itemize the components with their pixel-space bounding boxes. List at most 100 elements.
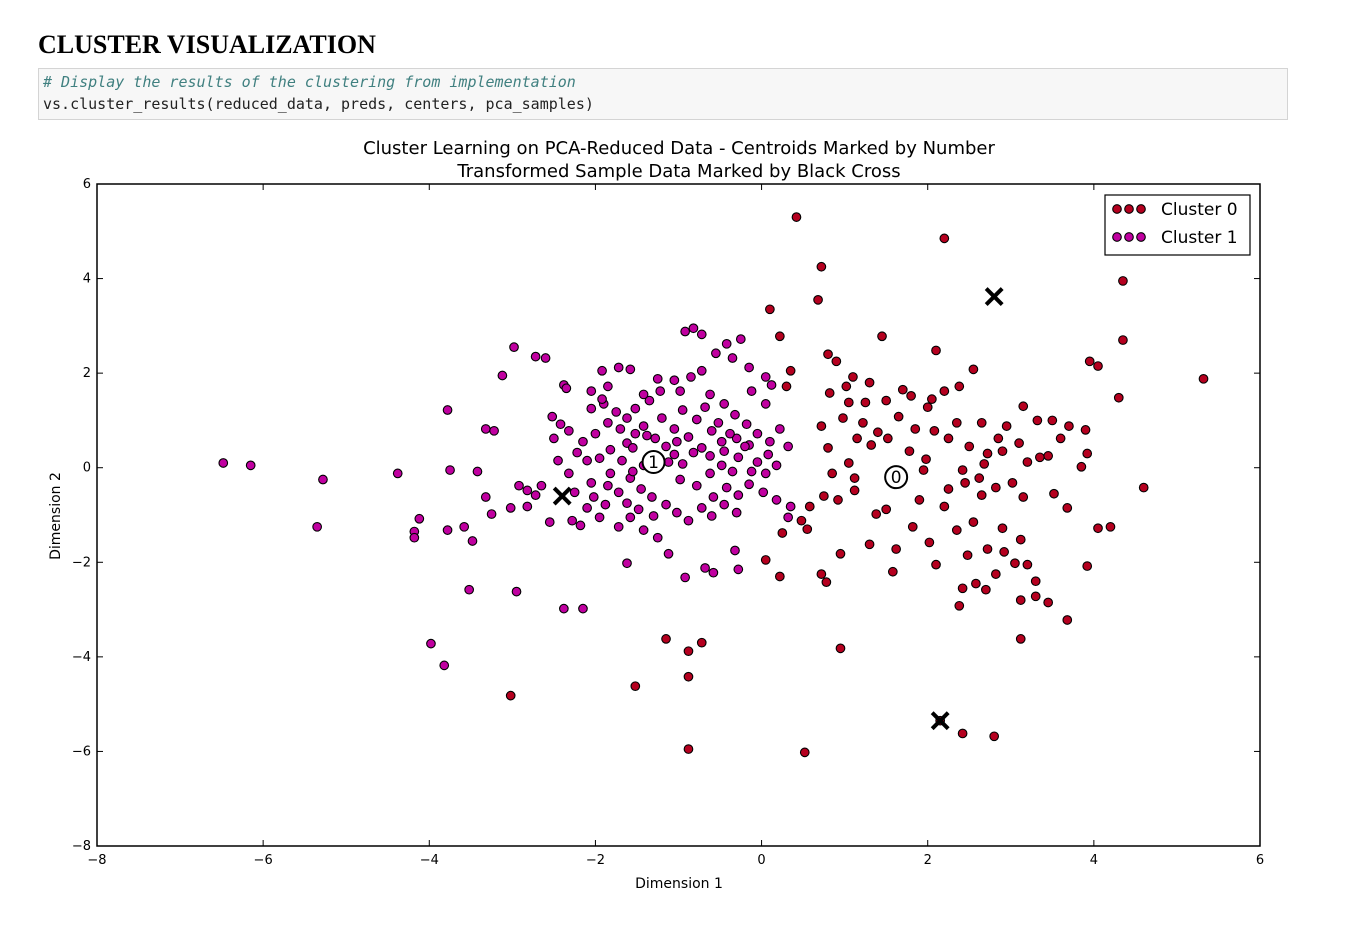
data-point: [661, 634, 671, 644]
data-point: [979, 459, 990, 469]
data-point: [708, 567, 719, 578]
data-point: [696, 329, 707, 340]
data-point: [312, 521, 322, 532]
data-point: [622, 498, 632, 509]
data-point: [464, 584, 475, 595]
data-point: [1007, 477, 1018, 488]
data-point: [563, 468, 574, 479]
data-point: [1018, 401, 1029, 412]
data-point: [1084, 356, 1095, 367]
data-point: [696, 503, 707, 513]
data-point: [1062, 503, 1073, 513]
data-point: [1080, 425, 1091, 435]
data-point: [582, 503, 592, 513]
data-point: [1010, 558, 1020, 569]
data-point: [625, 364, 636, 375]
sample-cross-stroke: [930, 711, 950, 731]
data-point: [1014, 438, 1024, 448]
data-point: [943, 484, 954, 494]
data-point: [771, 460, 782, 471]
data-point: [746, 386, 757, 396]
data-point: [765, 436, 775, 447]
data-point: [680, 572, 690, 583]
data-point: [594, 453, 605, 464]
data-point: [586, 386, 597, 396]
y-tick-label: 2: [83, 366, 91, 381]
chart-subtitle: Transformed Sample Data Marked by Black …: [456, 161, 900, 182]
data-point: [638, 389, 649, 400]
data-point: [1082, 561, 1093, 571]
data-point: [713, 417, 724, 428]
data-point: [594, 512, 605, 523]
data-point: [887, 566, 898, 577]
data-point: [636, 484, 646, 494]
data-point: [578, 436, 588, 447]
series-0: [505, 212, 1209, 758]
data-point: [1093, 361, 1103, 371]
legend-label: Cluster 0: [1161, 200, 1238, 220]
code-comment: # Display the results of the clustering …: [43, 73, 576, 91]
data-point: [638, 421, 649, 431]
data-point: [459, 521, 470, 532]
data-point: [831, 356, 842, 367]
legend-label: Cluster 1: [1161, 228, 1238, 248]
y-tick-label: −8: [72, 839, 91, 854]
data-point: [838, 413, 848, 423]
data-point: [414, 513, 425, 524]
data-point: [705, 389, 715, 400]
data-point: [835, 548, 846, 559]
data-point: [622, 413, 632, 423]
data-point: [735, 334, 746, 344]
data-point: [1118, 276, 1128, 286]
data-point: [1043, 597, 1054, 608]
legend-marker: [1112, 204, 1122, 214]
data-point: [924, 537, 935, 548]
data-point: [1093, 523, 1103, 534]
data-point: [680, 326, 690, 337]
data-point: [627, 443, 638, 453]
data-point: [799, 747, 810, 758]
x-tick-label: −8: [87, 853, 106, 868]
data-point: [796, 515, 807, 526]
data-point: [910, 424, 921, 434]
data-point: [630, 403, 641, 414]
data-point: [816, 421, 827, 431]
data-point: [547, 411, 558, 422]
data-point: [1047, 415, 1058, 426]
plot-frame: [96, 183, 1261, 847]
data-point: [752, 428, 763, 439]
data-point: [480, 492, 491, 502]
data-point: [318, 474, 328, 485]
data-point: [954, 381, 965, 392]
data-point: [511, 586, 522, 597]
data-point: [957, 583, 968, 594]
data-point: [630, 428, 641, 439]
data-point: [711, 348, 721, 359]
data-point: [824, 388, 835, 398]
data-point: [1082, 448, 1093, 459]
data-point: [871, 509, 882, 519]
data-point: [472, 466, 483, 477]
data-point: [426, 638, 436, 649]
data-point: [774, 331, 785, 342]
code-cell[interactable]: # Display the results of the clustering …: [38, 68, 1288, 120]
data-point: [652, 373, 663, 384]
data-point: [777, 528, 788, 538]
data-point: [976, 490, 987, 500]
data-point: [586, 477, 597, 488]
data-point: [760, 555, 771, 565]
data-point: [843, 397, 854, 408]
data-point: [1015, 595, 1026, 605]
x-tick-label: 6: [1256, 853, 1264, 868]
data-point: [741, 419, 752, 430]
legend-marker: [1136, 232, 1146, 242]
data-point: [835, 643, 846, 654]
data-point: [962, 550, 973, 561]
data-point: [633, 504, 644, 515]
data-point: [642, 430, 652, 441]
data-point: [647, 492, 657, 502]
y-tick-label: −2: [72, 555, 91, 570]
data-point: [530, 490, 541, 500]
data-point: [439, 660, 450, 671]
data-point: [514, 480, 524, 491]
